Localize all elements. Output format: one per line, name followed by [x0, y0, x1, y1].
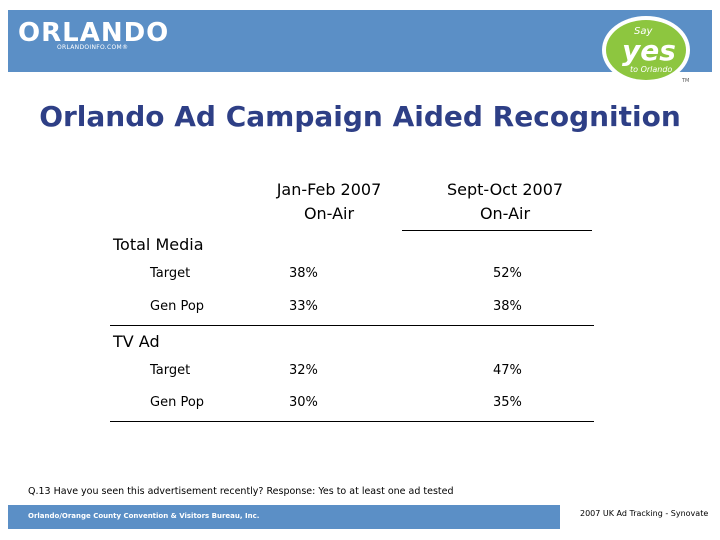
section-label-total-media: Total Media	[113, 235, 204, 254]
footer-source: 2007 UK Ad Tracking - Synovate	[580, 509, 709, 518]
column-header-line: Jan-Feb 2007	[276, 180, 382, 199]
badge-yes: yes	[622, 34, 676, 67]
value-sept-oct: 38%	[493, 299, 522, 314]
column-header-line: Sept-Oct 2007	[446, 180, 564, 199]
badge-say: Say	[634, 26, 653, 37]
value-sept-oct: 47%	[493, 363, 522, 378]
column-header-line: On-Air	[479, 204, 531, 223]
footer-right-panel	[560, 505, 720, 529]
value-jan-feb: 32%	[289, 363, 318, 378]
badge-tm: TM	[681, 78, 689, 84]
footer-org-name: Orlando/Orange County Convention & Visit…	[28, 512, 260, 520]
value-sept-oct: 52%	[493, 266, 522, 281]
value-sept-oct: 35%	[493, 395, 522, 410]
value-jan-feb: 33%	[289, 299, 318, 314]
section-label-tv-ad: TV Ad	[113, 332, 160, 351]
value-jan-feb: 38%	[289, 266, 318, 281]
column-header-sept-oct: Sept-Oct 2007 On-Air	[430, 178, 580, 226]
row-label: Target	[150, 363, 191, 378]
row-label: Gen Pop	[150, 299, 205, 314]
orlando-logo: ORLANDO	[18, 18, 170, 48]
badge-fill	[606, 20, 686, 80]
value-jan-feb: 30%	[289, 395, 318, 410]
row-label: Gen Pop	[150, 395, 205, 410]
orlando-logo-url: ORLANDOINFO.COM®	[57, 44, 129, 51]
page-title: Orlando Ad Campaign Aided Recognition	[39, 100, 681, 133]
header-bar	[8, 10, 712, 72]
column-header-line: On-Air	[303, 204, 355, 223]
row-label: Target	[150, 266, 191, 281]
say-yes-badge: Say yes to Orlando TM	[602, 16, 690, 84]
header-rule	[402, 230, 592, 231]
badge-to-orlando: to Orlando	[630, 65, 672, 74]
question-footnote: Q.13 Have you seen this advertisement re…	[28, 486, 454, 497]
column-header-jan-feb: Jan-Feb 2007 On-Air	[254, 178, 404, 226]
table-bottom-rule	[110, 421, 594, 422]
section-divider	[110, 325, 594, 326]
